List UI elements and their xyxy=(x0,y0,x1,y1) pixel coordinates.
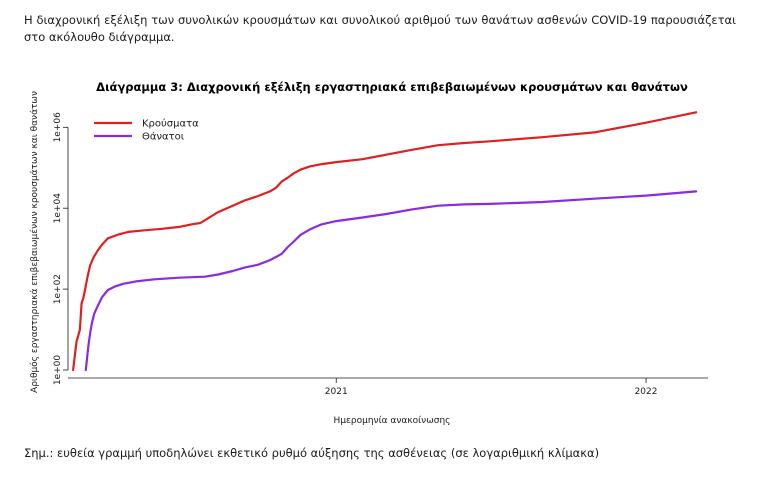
legend-label: Θάνατοι xyxy=(142,131,185,143)
series-line-cases xyxy=(72,111,698,372)
y-tick-label: 1e+02 xyxy=(53,274,63,304)
chart-title: Διάγραμμα 3: Διαχρονική εξέλιξη εργαστηρ… xyxy=(96,80,688,94)
axes: 1e+00 1e+02 1e+04 1e+06 2021 2022 xyxy=(53,112,708,397)
y-tick-label: 1e+04 xyxy=(53,193,63,224)
y-tick-label: 1e+00 xyxy=(53,355,63,386)
footnote: Σημ.: ευθεία γραμμή υποδηλώνει εκθετικό … xyxy=(24,446,600,460)
legend-label: Κρούσματα xyxy=(142,118,199,130)
x-tick-label: 2021 xyxy=(325,387,348,397)
x-tick-label: 2022 xyxy=(635,387,658,397)
line-chart: Διάγραμμα 3: Διαχρονική εξέλιξη εργαστηρ… xyxy=(29,80,708,426)
intro-paragraph: Η διαχρονική εξέλιξη των συνολικών κρουσ… xyxy=(24,13,736,44)
x-axis-label: Ημερομηνία ανακοίνωσης xyxy=(334,416,451,426)
y-axis-label: Αριθμός εργαστηριακά επιβεβαιωμένων κρου… xyxy=(29,91,40,393)
y-tick-label: 1e+06 xyxy=(53,112,63,143)
series-line-deaths xyxy=(84,190,698,372)
series-lines xyxy=(72,111,698,372)
